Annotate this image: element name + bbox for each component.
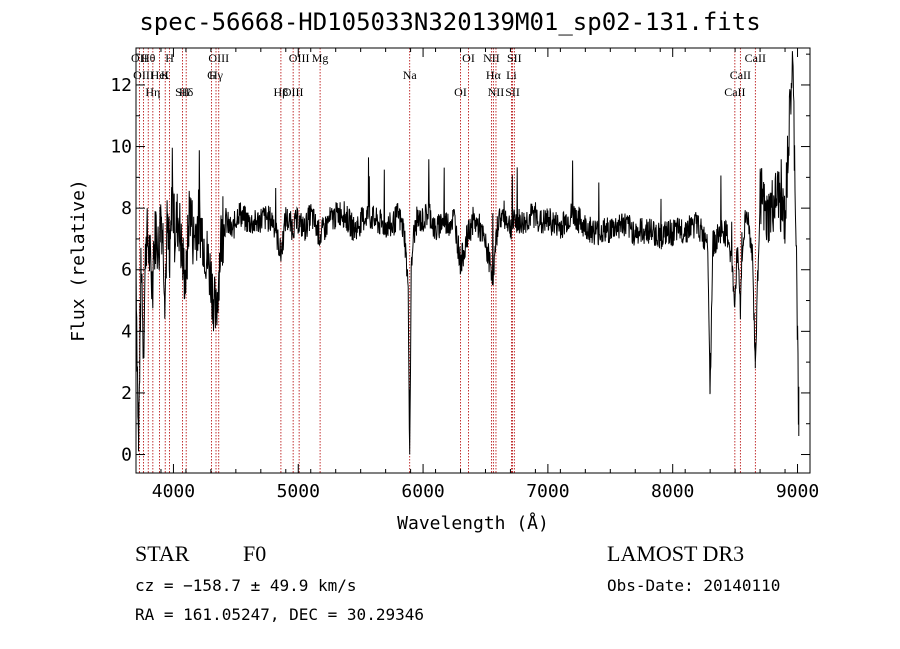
survey-name: LAMOST DR3 — [607, 541, 745, 566]
x-tick-label: 7000 — [526, 481, 569, 502]
y-tick-label: 4 — [121, 321, 132, 342]
line-markers — [138, 48, 756, 473]
y-tick-label: 12 — [110, 75, 132, 96]
plot-frame — [135, 47, 811, 474]
chart-title: spec-56668-HD105033N320139M01_sp02-131.f… — [139, 8, 761, 36]
line-label: SII — [507, 51, 522, 65]
object-subclass: F0 — [243, 541, 267, 566]
line-label: SII — [505, 85, 520, 99]
line-label: Hβ — [274, 85, 289, 99]
line-label: OIII — [283, 85, 304, 99]
line-label: OIII — [208, 51, 229, 65]
line-label: OII — [131, 51, 148, 65]
x-axis-label: Wavelength (Å) — [397, 512, 549, 534]
line-label: NII — [483, 51, 500, 65]
line-label: Hη — [145, 85, 160, 99]
line-label: Mg — [312, 51, 329, 65]
line-label: SII — [175, 85, 190, 99]
object-class: STAR — [135, 541, 190, 566]
coordinates: RA = 161.05247, DEC = 30.29346 — [135, 605, 424, 624]
line-label: K — [161, 68, 170, 82]
line-label: CaII — [730, 68, 751, 82]
line-label: OIII — [133, 68, 154, 82]
x-tick-label: 6000 — [401, 481, 444, 502]
line-label: CaII — [745, 51, 766, 65]
line-label: Na — [403, 68, 418, 82]
line-label: H — [165, 51, 174, 65]
line-label: OIII — [289, 51, 310, 65]
y-tick-label: 0 — [121, 445, 132, 466]
y-tick-label: 2 — [121, 383, 132, 404]
y-tick-label: 6 — [121, 260, 132, 281]
axis-ticks: 4000 5000 6000 7000 8000 9000 0 2 4 6 8 10 12 — [110, 48, 819, 502]
observation-date: Obs-Date: 20140110 — [607, 576, 781, 595]
x-tick-label: 8000 — [651, 481, 694, 502]
line-label: G — [207, 68, 216, 82]
line-label: CaII — [724, 85, 745, 99]
line-label: HeI — [151, 68, 169, 82]
line-label: OI — [454, 85, 467, 99]
line-label: NII — [488, 85, 505, 99]
line-label: Li — [506, 68, 517, 82]
x-tick-label: 5000 — [277, 481, 320, 502]
line-label: Hθ — [141, 51, 156, 65]
line-label: Hγ — [209, 68, 224, 82]
line-label: Hα — [486, 68, 502, 82]
x-tick-label: 4000 — [152, 481, 195, 502]
y-tick-label: 10 — [110, 137, 132, 158]
y-axis-label: Flux (relative) — [68, 179, 89, 342]
line-label: OI — [462, 51, 475, 65]
line-label: Hδ — [179, 85, 194, 99]
redshift-velocity: cz = −158.7 ± 49.9 km/s — [135, 576, 357, 595]
y-tick-label: 8 — [121, 198, 132, 219]
spectrum-line — [135, 51, 800, 455]
x-tick-label: 9000 — [776, 481, 819, 502]
